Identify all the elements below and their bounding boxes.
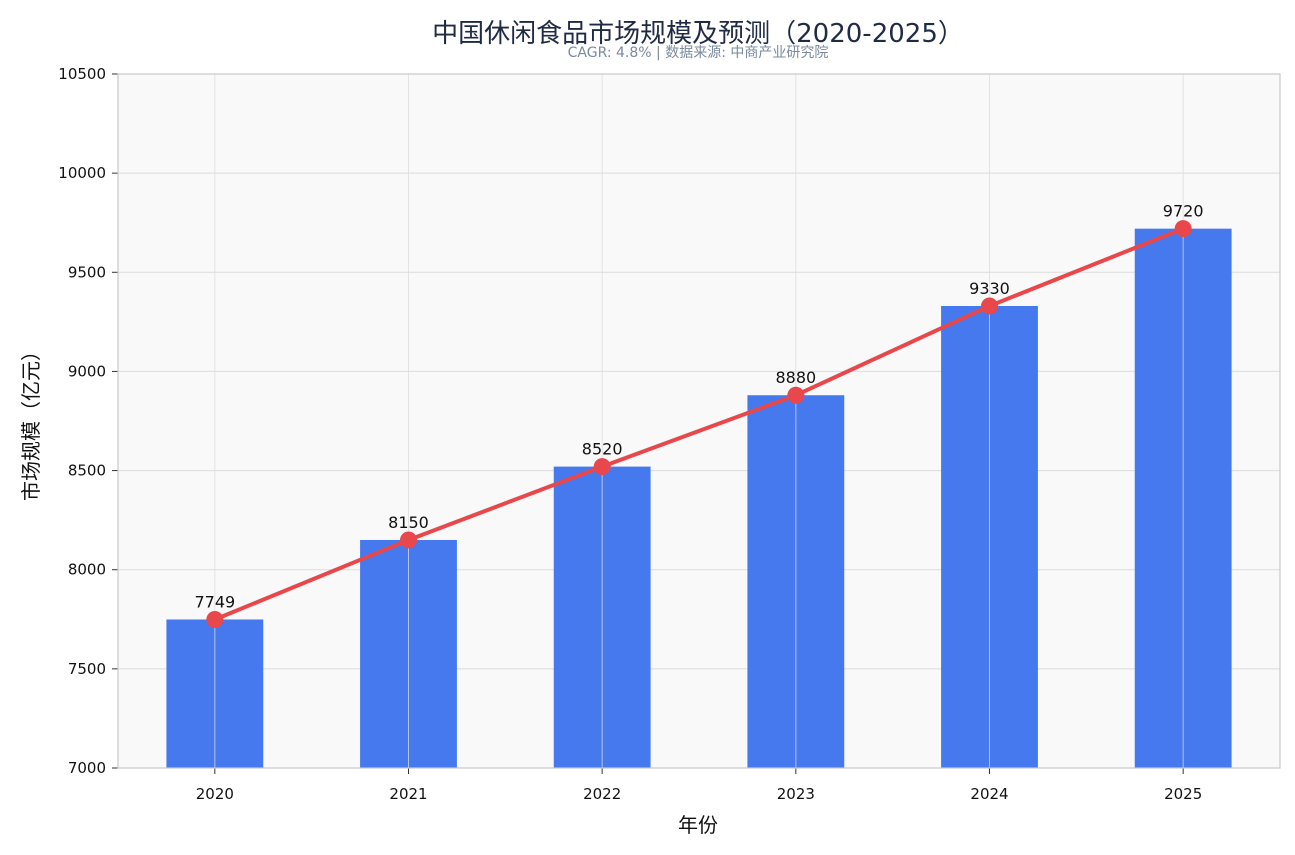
chart-subtitle: CAGR: 4.8% | 数据来源: 中商产业研究院 <box>568 45 829 61</box>
x-tick-label-2021: 2021 <box>389 785 427 803</box>
y-tick-label: 8500 <box>68 462 106 480</box>
y-tick-label: 9000 <box>68 362 106 380</box>
x-tick-label-2020: 2020 <box>196 785 234 803</box>
y-tick-label: 7000 <box>68 759 106 777</box>
chart-title: 中国休闲食品市场规模及预测（2020-2025） <box>432 19 964 49</box>
y-axis-label: 市场规模（亿元） <box>19 341 43 501</box>
trend-point-2021 <box>400 531 417 549</box>
data-label-2023: 8880 <box>775 368 816 387</box>
x-tick-label-2024: 2024 <box>970 785 1008 803</box>
grid-layer <box>118 73 1280 769</box>
trend-line <box>214 226 1184 622</box>
x-tick-label-2022: 2022 <box>583 785 621 803</box>
plot-background <box>118 74 1280 768</box>
data-label-layer: 7749 8150 8520 8880 9330 9720 <box>194 202 1203 612</box>
data-label-2020: 7749 <box>194 592 235 611</box>
trend-point-2023 <box>787 386 805 404</box>
trend-point-2020 <box>206 610 224 628</box>
axis-layer: 7000 7500 8000 8500 9000 9500 10000 10500 2020 20… <box>58 65 1281 803</box>
plot-frame <box>117 73 1281 769</box>
x-tick-label-2023: 2023 <box>777 785 815 803</box>
data-label-2021: 8150 <box>388 513 429 532</box>
trend-point-2024 <box>981 297 998 315</box>
data-label-2024: 9330 <box>969 279 1010 298</box>
trend-point-2025 <box>1174 220 1192 238</box>
line-layer <box>206 220 1192 628</box>
y-tick-label: 10500 <box>58 65 106 83</box>
y-tick-label: 8000 <box>68 561 106 579</box>
y-tick-label: 10000 <box>58 164 106 182</box>
data-label-2022: 8520 <box>582 440 623 459</box>
data-label-2025: 9720 <box>1163 202 1204 221</box>
x-axis-label: 年份 <box>678 813 718 837</box>
y-tick-label: 9500 <box>68 263 106 281</box>
x-tick-label-2025: 2025 <box>1164 785 1202 803</box>
trend-point-2022 <box>593 458 611 476</box>
y-tick-label: 7500 <box>68 660 106 678</box>
